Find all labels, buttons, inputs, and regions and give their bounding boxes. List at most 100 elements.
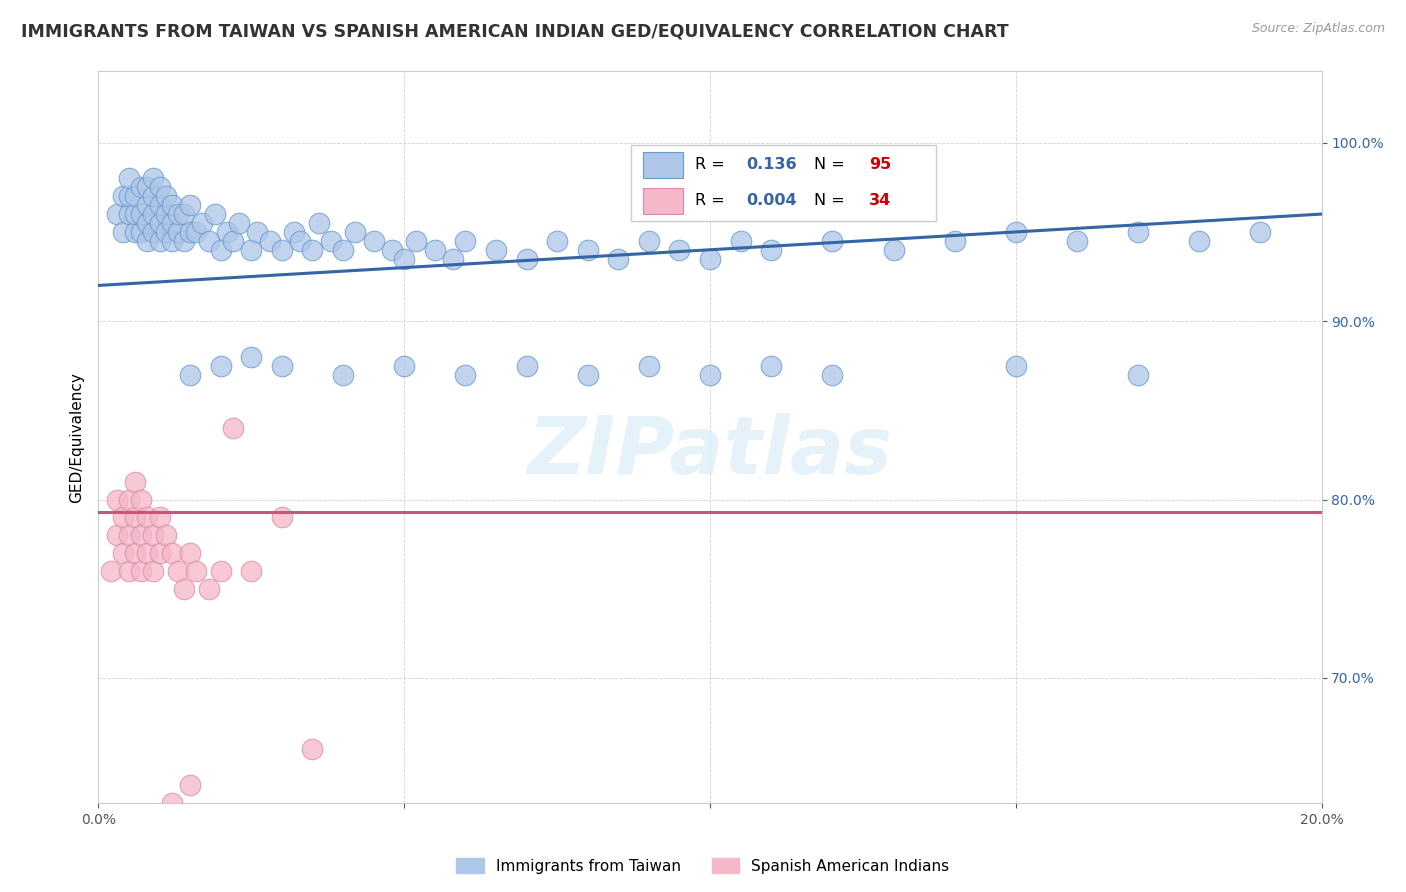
Point [576,243,599,257]
Point [228,216,250,230]
Point [136,546,159,560]
Point [454,368,477,382]
Point [197,234,219,248]
Point [129,207,152,221]
Text: R =: R = [695,194,730,209]
FancyBboxPatch shape [643,153,682,178]
Point [668,243,690,257]
Point [149,180,172,194]
Point [699,368,721,382]
Point [332,243,354,257]
Text: ZIPatlas: ZIPatlas [527,413,893,491]
Point [759,243,782,257]
Text: Source: ZipAtlas.com: Source: ZipAtlas.com [1251,22,1385,36]
Point [290,234,312,248]
Point [821,368,844,382]
Point [222,234,245,248]
Point [149,234,172,248]
Text: N =: N = [814,157,845,172]
Point [149,546,172,560]
Point [149,510,172,524]
Point [209,564,232,578]
Point [129,492,152,507]
Text: 34: 34 [869,194,891,209]
Point [405,234,427,248]
Point [270,243,292,257]
Text: 0.136: 0.136 [747,157,797,172]
Y-axis label: GED/Equivalency: GED/Equivalency [69,372,84,502]
Point [283,225,305,239]
Point [179,778,201,792]
Point [105,492,128,507]
Point [155,528,177,542]
Text: IMMIGRANTS FROM TAIWAN VS SPANISH AMERICAN INDIAN GED/EQUIVALENCY CORRELATION CH: IMMIGRANTS FROM TAIWAN VS SPANISH AMERIC… [21,22,1008,40]
Point [240,350,263,364]
Point [105,207,128,221]
Point [485,243,508,257]
Point [124,546,146,560]
Point [142,207,165,221]
Point [155,207,177,221]
Point [209,359,232,373]
Point [516,252,538,266]
Point [124,189,146,203]
Point [363,234,385,248]
Point [186,564,208,578]
Point [124,475,146,489]
Point [204,207,226,221]
Point [118,564,141,578]
Point [179,368,201,382]
Point [259,234,281,248]
Legend: Immigrants from Taiwan, Spanish American Indians: Immigrants from Taiwan, Spanish American… [450,852,956,880]
Point [167,564,190,578]
Point [118,207,141,221]
Point [155,189,177,203]
Point [124,207,146,221]
Point [179,198,201,212]
Point [1004,225,1026,239]
Text: N =: N = [814,194,845,209]
Point [136,180,159,194]
Point [111,546,134,560]
Point [111,510,134,524]
Point [730,234,752,248]
Point [167,207,190,221]
Point [699,252,721,266]
Point [215,225,238,239]
Point [381,243,404,257]
Point [191,216,214,230]
Point [179,225,201,239]
Point [111,225,134,239]
FancyBboxPatch shape [630,145,936,221]
Point [1128,225,1150,239]
Point [344,225,367,239]
Point [105,528,128,542]
Point [222,421,245,435]
Point [160,216,183,230]
Point [118,528,141,542]
Point [142,564,165,578]
Text: 95: 95 [869,157,891,172]
Point [546,234,568,248]
Text: R =: R = [695,157,730,172]
Point [1188,234,1211,248]
Point [160,198,183,212]
Point [129,564,152,578]
Point [118,492,141,507]
Point [118,189,141,203]
Point [240,564,263,578]
Point [637,359,661,373]
Point [136,216,159,230]
Point [142,528,165,542]
Point [160,546,183,560]
Point [270,510,292,524]
Point [319,234,342,248]
Point [821,234,844,248]
Point [240,243,263,257]
Point [209,243,232,257]
Point [576,368,599,382]
Point [392,359,416,373]
Point [111,189,134,203]
Point [883,243,905,257]
Point [179,546,201,560]
